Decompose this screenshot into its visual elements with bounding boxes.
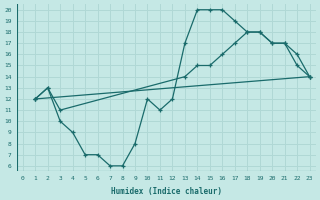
X-axis label: Humidex (Indice chaleur): Humidex (Indice chaleur) [111, 187, 222, 196]
